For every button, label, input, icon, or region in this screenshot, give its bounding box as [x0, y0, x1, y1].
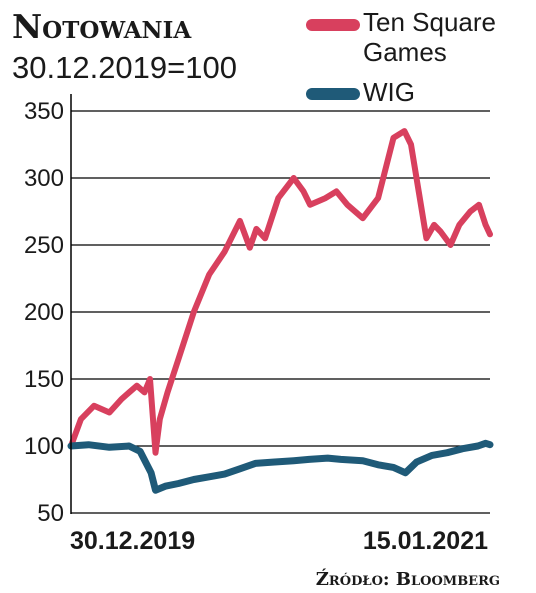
x-tick-label-start: 30.12.2019 — [70, 527, 195, 555]
y-tick-label-250: 250 — [24, 232, 64, 259]
series-line-ten-square-games — [68, 128, 493, 456]
source-note: Źródło: Bloomberg — [316, 567, 500, 590]
legend-label-line-2: Games — [363, 37, 447, 67]
y-tick-label-150: 150 — [24, 366, 64, 393]
series-lines — [67, 128, 494, 494]
y-tick-label-350: 350 — [24, 98, 64, 125]
legend: Ten Square Games WIG — [306, 7, 503, 107]
y-tick-label-100: 100 — [24, 433, 64, 460]
y-tick-label-300: 300 — [24, 165, 64, 192]
chart-title: Notowania — [12, 7, 192, 46]
series-line-wig — [67, 439, 494, 494]
chart-subtitle: 30.12.2019=100 — [12, 50, 237, 85]
legend-label-line-1: Ten Square — [363, 7, 496, 37]
legend-label-ten-square-games: Ten Square Games — [363, 7, 503, 67]
y-axis-ticks: 50 100 150 200 250 300 350 — [24, 98, 64, 527]
grid — [71, 110, 490, 514]
y-tick-label-200: 200 — [24, 299, 64, 326]
x-tick-label-end: 15.01.2021 — [363, 527, 488, 555]
y-tick-label-50: 50 — [37, 500, 64, 527]
legend-label-wig: WIG — [363, 77, 415, 107]
